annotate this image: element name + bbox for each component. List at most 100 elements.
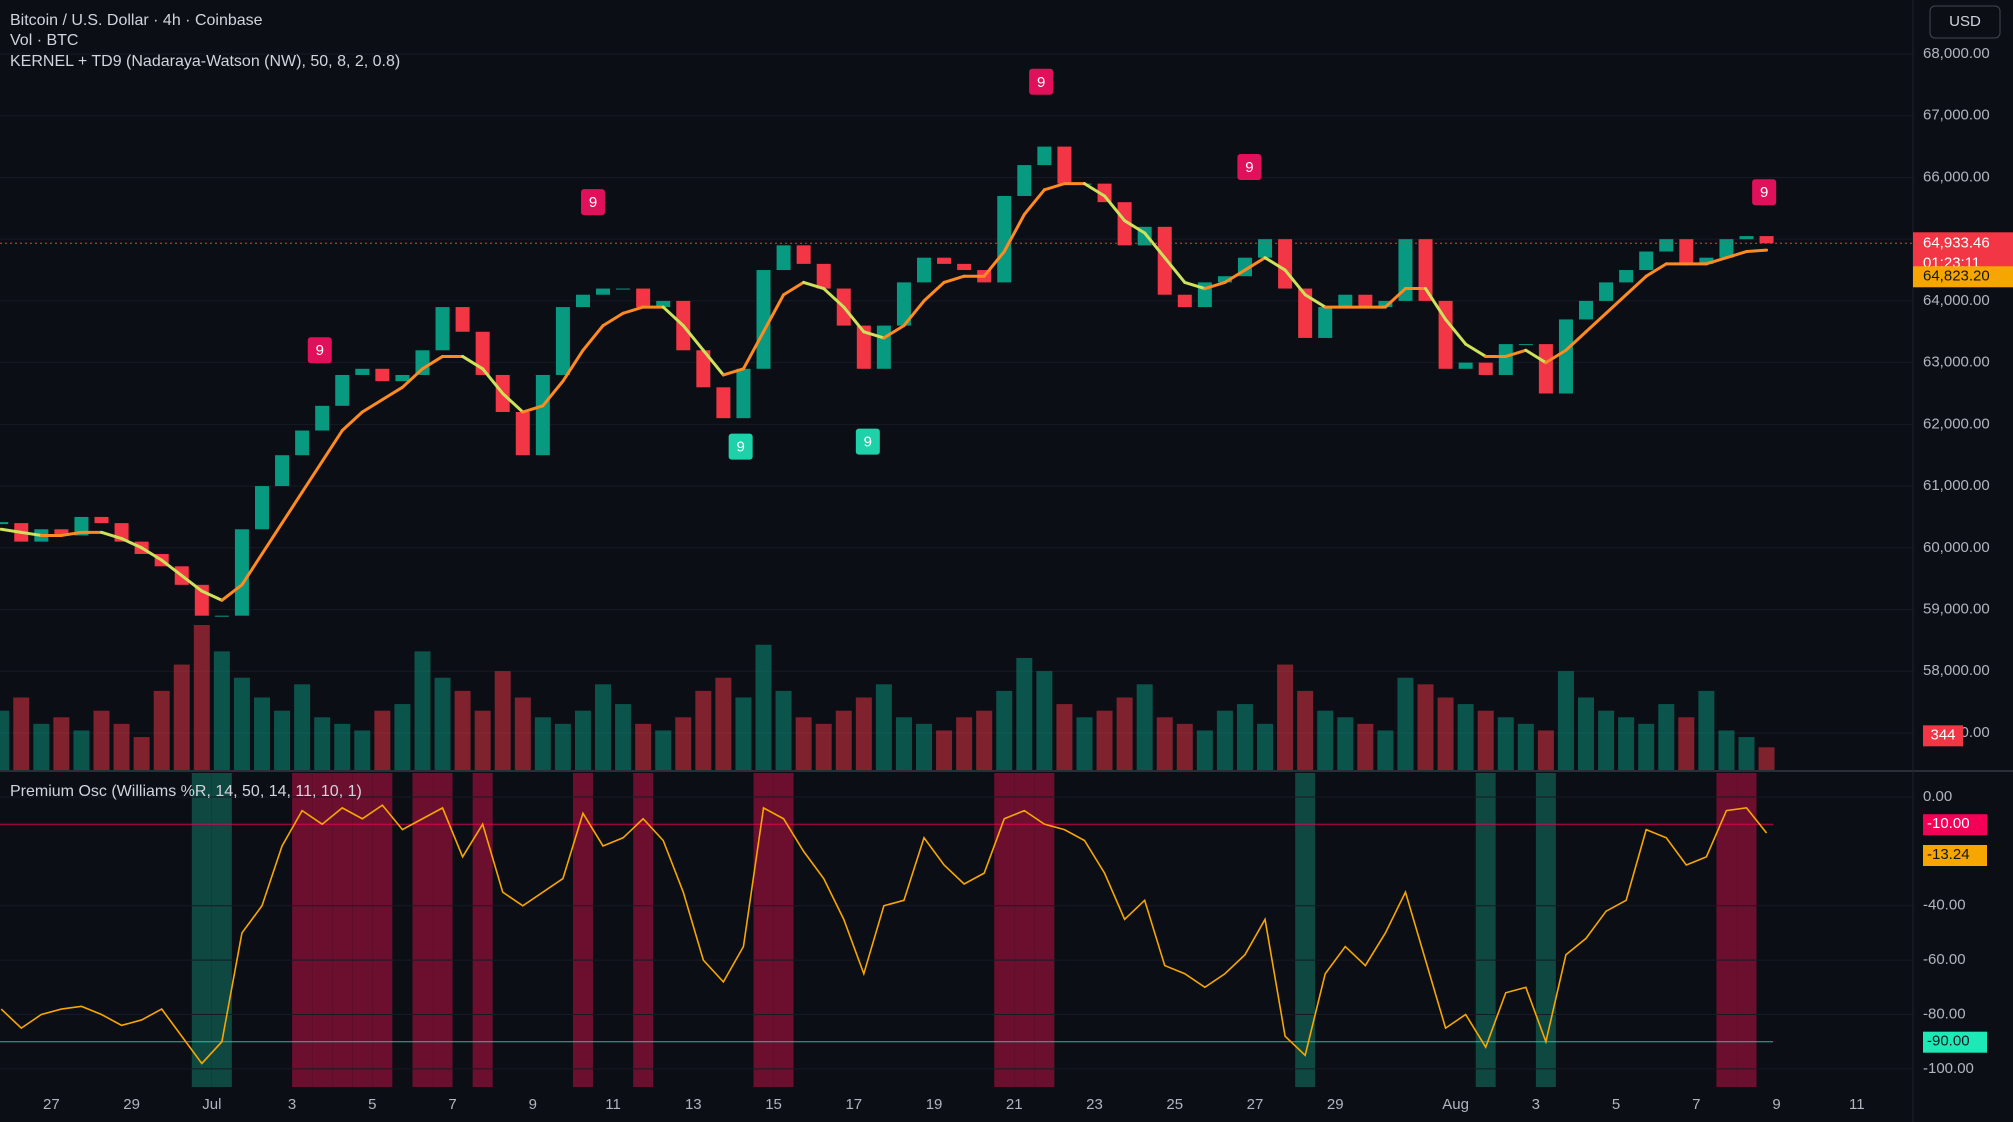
candle-body bbox=[1318, 307, 1333, 338]
volume-bar bbox=[835, 710, 852, 770]
x-tick-label: 29 bbox=[123, 1096, 140, 1113]
volume-bar bbox=[1076, 717, 1093, 770]
kernel-line bbox=[1082, 182, 1107, 198]
kernel-line bbox=[1183, 280, 1207, 291]
volume-bar bbox=[1598, 710, 1615, 770]
kernel-line bbox=[501, 391, 525, 414]
volume-bar bbox=[274, 710, 291, 770]
volume-bar bbox=[334, 723, 351, 770]
x-tick-label: 27 bbox=[43, 1096, 60, 1113]
kernel-line bbox=[902, 299, 926, 328]
volume-bar bbox=[1277, 664, 1294, 770]
candle-body bbox=[856, 325, 871, 369]
extreme-zone bbox=[1535, 773, 1556, 1087]
x-tick-label: 25 bbox=[1166, 1096, 1183, 1113]
volume-bar bbox=[1457, 704, 1474, 770]
candle-body bbox=[1538, 344, 1553, 394]
extreme-zone bbox=[412, 773, 433, 1087]
kernel-line bbox=[1724, 250, 1748, 260]
candle-body bbox=[1759, 236, 1774, 244]
volume-bar bbox=[1758, 747, 1775, 770]
volume-bar bbox=[434, 677, 451, 770]
candle-body bbox=[0, 522, 9, 525]
candle-body bbox=[214, 615, 229, 617]
kernel-line bbox=[1263, 256, 1287, 272]
kernel-line bbox=[1604, 293, 1628, 315]
currency-button[interactable] bbox=[1929, 5, 2001, 39]
kernel-line bbox=[1644, 262, 1668, 278]
volume-bar bbox=[1317, 710, 1334, 770]
x-tick-label: 23 bbox=[1086, 1096, 1103, 1113]
candle-body bbox=[355, 368, 370, 375]
x-tick-label: 7 bbox=[1692, 1096, 1700, 1113]
y-tick-label: 58,000.00 bbox=[1923, 662, 1990, 679]
candle-body bbox=[375, 368, 390, 382]
volume-bar bbox=[1638, 723, 1655, 770]
y-tick-label: 0.00 bbox=[1923, 788, 1952, 805]
candle-body bbox=[1639, 251, 1654, 271]
volume-bar bbox=[655, 730, 672, 770]
kernel-line bbox=[1504, 348, 1528, 358]
volume-bar bbox=[1337, 717, 1354, 770]
extreme-zone bbox=[572, 773, 593, 1087]
volume-bar bbox=[1236, 704, 1253, 770]
candle-body bbox=[896, 282, 911, 326]
x-tick-label: 5 bbox=[1612, 1096, 1620, 1113]
candle-body bbox=[1217, 276, 1232, 283]
volume-bar bbox=[695, 690, 712, 770]
x-tick-label: 7 bbox=[448, 1096, 456, 1113]
extreme-zone bbox=[372, 773, 393, 1087]
kernel-line bbox=[481, 367, 505, 395]
candle-body bbox=[1619, 270, 1634, 283]
volume-bar bbox=[1537, 730, 1554, 770]
td9-marker bbox=[1237, 153, 1262, 180]
candle-body bbox=[415, 350, 430, 375]
y-tick-label: 60,000.00 bbox=[1923, 539, 1990, 556]
volume-bar bbox=[294, 684, 311, 770]
volume-bar bbox=[1557, 671, 1574, 770]
volume-bar bbox=[1096, 710, 1113, 770]
volume-bar bbox=[574, 710, 591, 770]
x-tick-label: 9 bbox=[529, 1096, 537, 1113]
y-tick-label: 63,000.00 bbox=[1923, 354, 1990, 371]
kernel-line bbox=[882, 324, 906, 340]
x-tick-label: 29 bbox=[1327, 1096, 1344, 1113]
candle-body bbox=[1699, 257, 1714, 264]
y-tick-label: -60.00 bbox=[1923, 951, 1966, 968]
kernel-line bbox=[521, 404, 545, 414]
y-tick-label: 68,000.00 bbox=[1923, 45, 1990, 62]
volume-bar bbox=[775, 690, 792, 770]
kernel-line bbox=[1042, 182, 1066, 192]
candle-body bbox=[796, 245, 811, 264]
kernel-badge bbox=[1913, 266, 2013, 288]
kernel-line bbox=[1584, 311, 1608, 334]
oscillator-title: Premium Osc (Williams %R, 14, 50, 14, 11… bbox=[10, 783, 362, 800]
level-badge bbox=[1923, 1031, 1987, 1053]
candle-body bbox=[656, 300, 671, 308]
extreme-zone bbox=[211, 773, 232, 1087]
kernel-line bbox=[681, 324, 705, 352]
candle-body bbox=[937, 257, 952, 264]
candle-body bbox=[1157, 226, 1172, 295]
candle-body bbox=[94, 516, 109, 524]
volume-bar bbox=[1497, 717, 1514, 770]
currency-label: USD bbox=[1949, 13, 1981, 30]
kernel-line bbox=[0, 527, 23, 534]
kernel-line bbox=[1002, 212, 1026, 254]
volume-bar bbox=[1437, 697, 1454, 770]
extreme-zone bbox=[633, 773, 654, 1087]
kernel-line bbox=[922, 280, 946, 303]
volume-bar bbox=[0, 710, 10, 770]
volume-bar bbox=[815, 723, 832, 770]
candle-body bbox=[1739, 236, 1754, 240]
extreme-zone bbox=[1034, 773, 1055, 1087]
kernel-line bbox=[280, 490, 304, 525]
kernel-line bbox=[1123, 219, 1147, 235]
kernel-line bbox=[240, 552, 264, 587]
kernel-line bbox=[1464, 342, 1488, 358]
volume-bar bbox=[53, 717, 70, 770]
candle-body bbox=[1298, 288, 1313, 338]
candle-body bbox=[1358, 294, 1373, 308]
kernel-line bbox=[942, 274, 966, 284]
